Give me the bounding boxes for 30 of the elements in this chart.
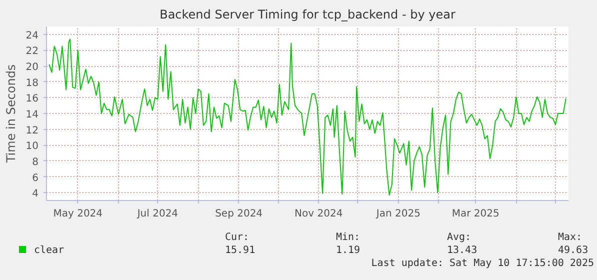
y-axis-title: Time in Seconds	[4, 64, 18, 164]
y-tick-label: 20	[26, 62, 39, 74]
y-tick-label: 12	[26, 125, 39, 136]
text: Min:	[336, 231, 360, 245]
x-tick-label: Jan 2025	[375, 208, 420, 220]
y-tick-label: 18	[26, 78, 39, 89]
chart-title: Backend Server Timing for tcp_backend - by year	[160, 8, 456, 22]
x-tick-label: Sep 2024	[215, 208, 263, 220]
line-series	[48, 38, 566, 196]
text: 13.43	[447, 244, 478, 258]
y-tick-label: 14	[26, 110, 39, 120]
text: 1.19	[336, 244, 360, 258]
x-tick-label: Nov 2024	[294, 208, 343, 220]
text: Last update: Sat May 10 17:15:00 2025	[371, 257, 594, 271]
text: Avg:	[447, 231, 472, 245]
y-tick-label: 4	[32, 188, 39, 200]
y-tick-label: 10	[26, 141, 39, 152]
text: Cur:	[225, 231, 250, 245]
legend-label: clear	[33, 244, 64, 258]
text: 49.63	[558, 244, 588, 258]
text: Max:	[558, 231, 582, 245]
x-tick-label: Jul 2024	[136, 208, 178, 220]
y-tick-label: 6	[32, 172, 39, 184]
text: 15.91	[225, 244, 256, 258]
y-tick-label: 8	[32, 156, 39, 168]
y-tick-label: 24	[26, 30, 39, 42]
x-tick-label: May 2024	[53, 208, 103, 220]
y-tick-label: 16	[26, 94, 39, 105]
x-tick-label: Mar 2025	[452, 208, 500, 220]
y-tick-label: 22	[26, 46, 39, 58]
